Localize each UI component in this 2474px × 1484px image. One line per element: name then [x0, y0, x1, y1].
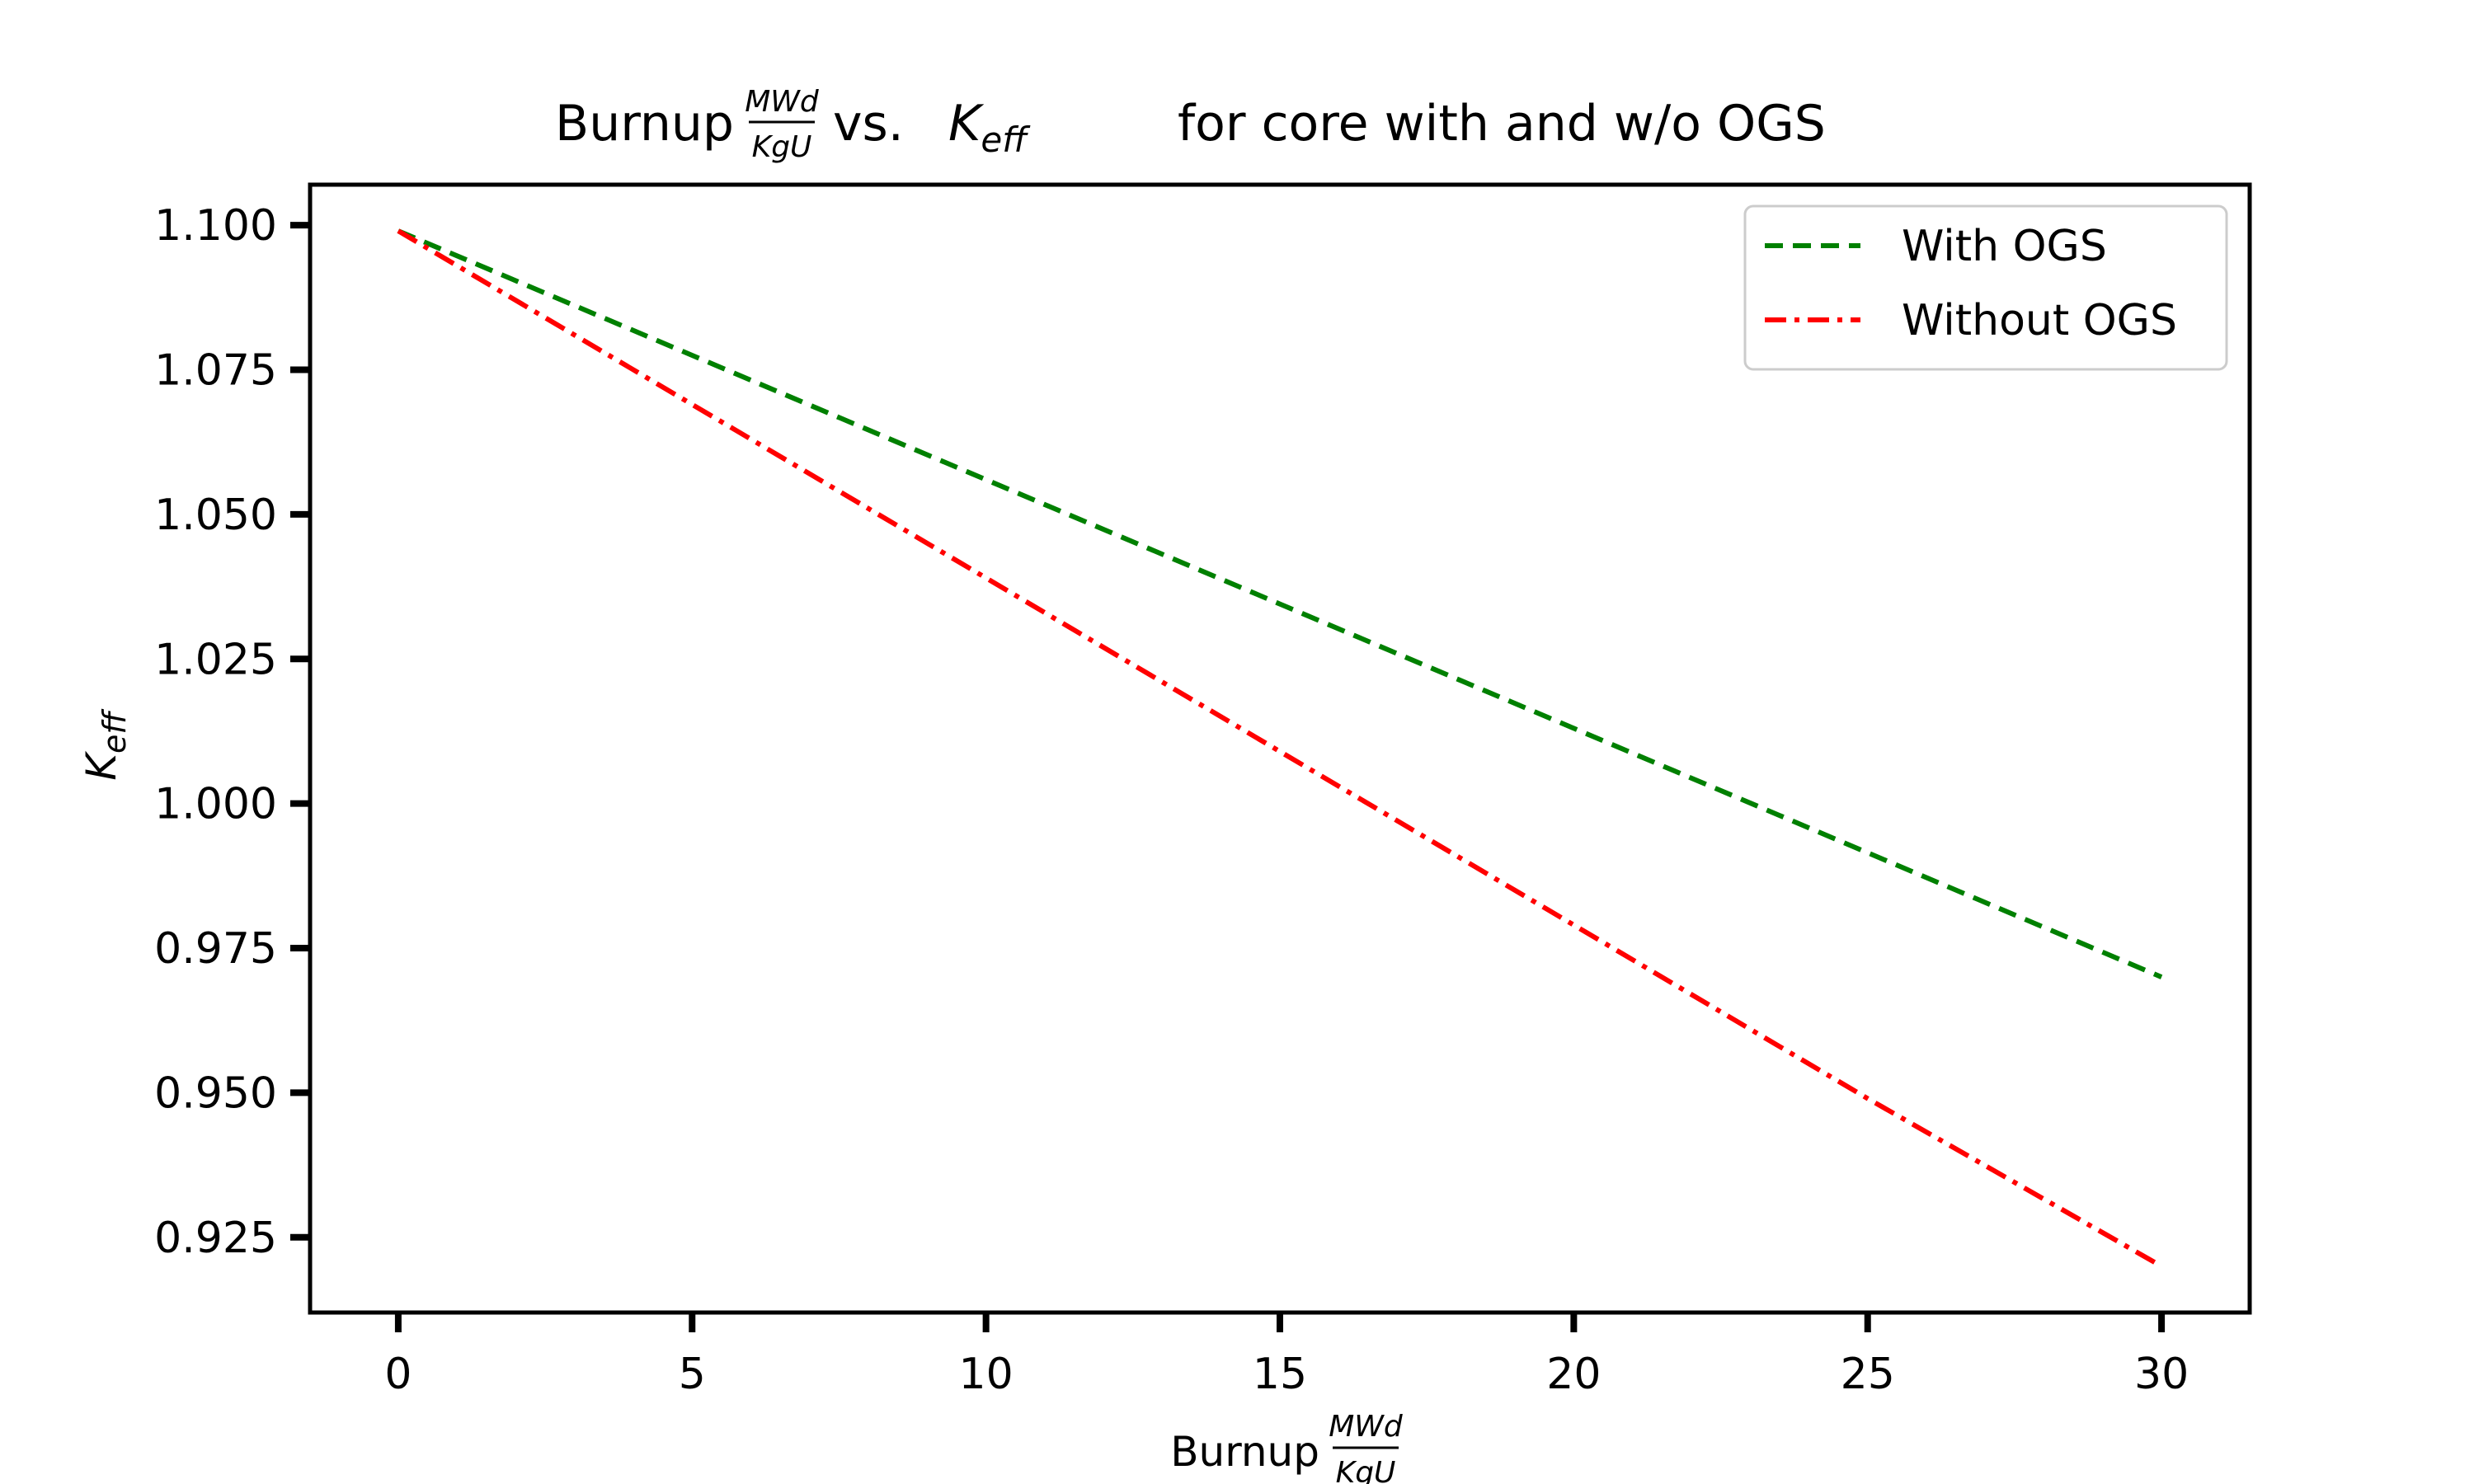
title-suffix: for core with and w/o OGS: [1178, 95, 1826, 153]
title-prefix: Burnup: [555, 95, 734, 153]
y-tick-label: 1.000: [154, 780, 277, 829]
x-tick-label: 0: [384, 1350, 412, 1399]
y-tick-label: 0.975: [154, 924, 277, 974]
x-tick-label: 30: [2134, 1350, 2189, 1399]
y-tick-label: 1.075: [154, 345, 277, 395]
x-tick-label: 20: [1546, 1350, 1601, 1399]
title-frac-denominator: KgU: [752, 130, 812, 164]
title-mid: vs.: [833, 95, 904, 153]
legend: With OGS Without OGS: [1743, 204, 2228, 371]
x-tick-label: 10: [959, 1350, 1014, 1399]
y-tick-label: 1.050: [154, 491, 277, 540]
x-tick-label: 25: [1841, 1350, 1895, 1399]
title-k-symbol: Keff: [948, 95, 1031, 160]
title-k-subscript: eff: [981, 120, 1031, 160]
data-series: [397, 228, 2163, 1269]
y-tick-label: 0.925: [154, 1214, 277, 1263]
y-axis-ticks: 0.925 0.950 0.975 1.000 1.025 1.050 1.075 1.100: [154, 201, 310, 1263]
y-tick-label: 1.025: [154, 635, 277, 684]
x-label-frac-denominator: KgU: [1336, 1456, 1396, 1484]
x-axis-ticks: 0 5 10 15 20 25 30: [384, 1313, 2189, 1399]
legend-label-without-ogs: Without OGS: [1902, 296, 2177, 345]
chart-title: Burnup MWd KgU vs. Keff for core with an…: [555, 85, 1826, 164]
legend-label-with-ogs: With OGS: [1902, 222, 2107, 271]
x-axis-label: Burnup MWd KgU: [1170, 1410, 1404, 1484]
x-tick-label: 5: [679, 1350, 706, 1399]
title-k-base: K: [948, 95, 985, 153]
y-tick-label: 1.100: [154, 201, 277, 251]
y-label-base: K: [78, 750, 125, 781]
y-axis-label: Keff: [78, 709, 133, 781]
y-tick-label: 0.950: [154, 1068, 277, 1118]
series-line-without-ogs: [397, 228, 2163, 1269]
title-frac-numerator: MWd: [745, 85, 820, 119]
x-label-prefix: Burnup: [1170, 1428, 1319, 1476]
series-line-with-ogs: [397, 228, 2163, 979]
x-tick-label: 15: [1253, 1350, 1307, 1399]
legend-box: [1743, 204, 2228, 371]
x-label-frac-numerator: MWd: [1329, 1410, 1404, 1444]
y-label-text: Keff: [78, 709, 133, 781]
y-label-subscript: eff: [96, 709, 133, 754]
